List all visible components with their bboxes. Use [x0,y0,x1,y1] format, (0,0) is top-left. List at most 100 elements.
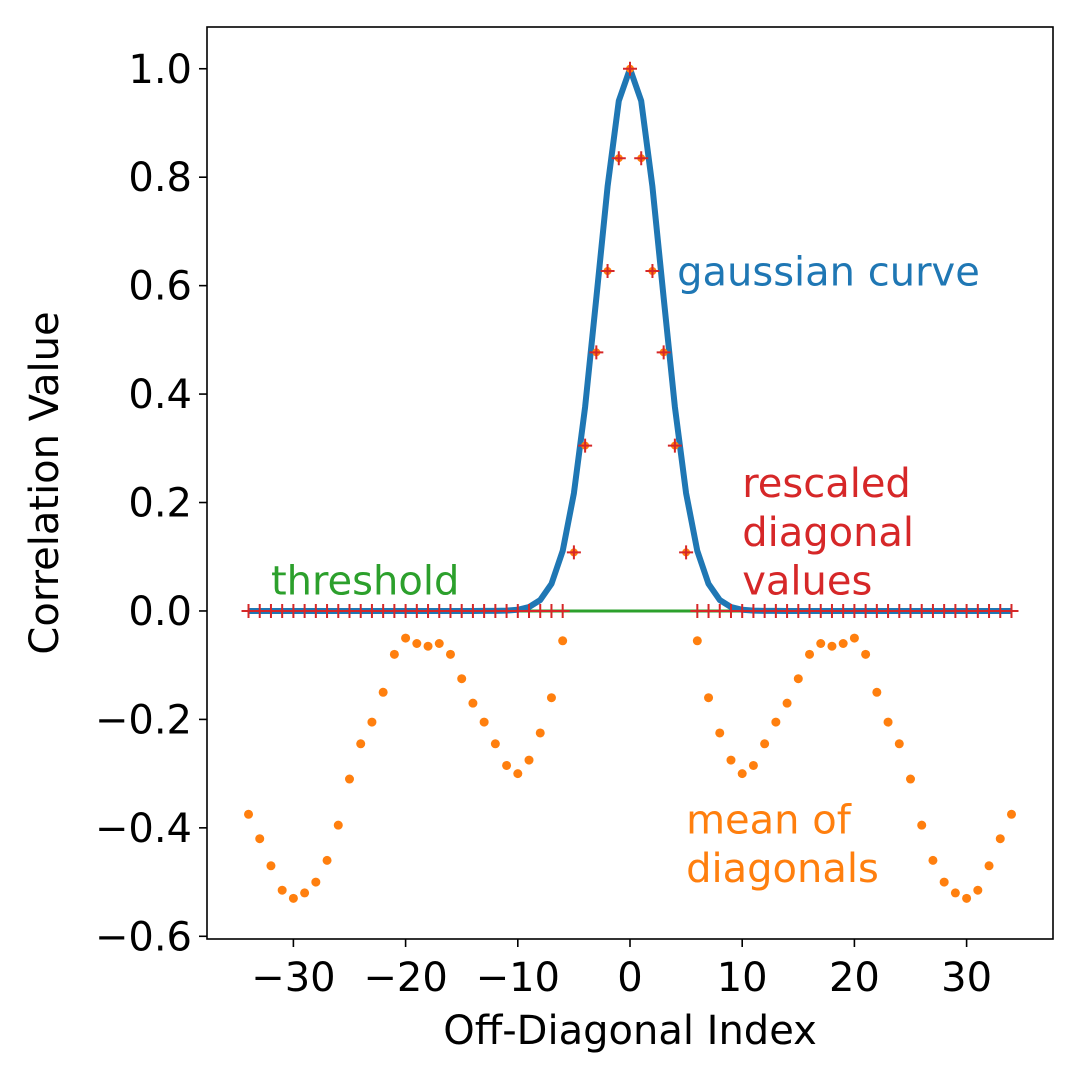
annotation-label: gaussian curve [677,250,980,296]
mean-diagonal-point [816,638,826,648]
x-tick-label: −20 [363,955,447,1001]
mean-diagonal-point [356,739,366,749]
mean-diagonal-point [389,649,399,659]
y-tick-label: 0.2 [128,481,192,527]
mean-diagonal-point [502,760,512,770]
y-tick-label: −0.2 [95,697,192,743]
mean-diagonal-point [524,755,534,765]
mean-diagonal-point [558,636,568,646]
mean-diagonal-point [984,861,994,871]
rescaled-value-marker [656,345,671,360]
mean-diagonal-point [333,820,343,830]
mean-diagonal-point [367,717,377,727]
mean-diagonal-point [445,649,455,659]
mean-diagonal-point [726,755,736,765]
x-axis: −30 −20 −10 0 10 20 30 [251,939,992,1001]
mean-diagonal-point [872,687,882,697]
mean-diagonal-point [434,638,444,648]
mean-diagonal-point [546,693,556,703]
mean-diagonal-point [322,855,332,865]
mean-diagonal-point [535,728,545,738]
mean-diagonal-point [782,698,792,708]
mean-diagonal-point [771,717,781,727]
mean-diagonal-point [288,893,298,903]
rescaled-value-marker [566,545,581,560]
mean-diagonal-point [300,888,310,898]
mean-diagonal-point [928,855,938,865]
mean-diagonal-point [490,739,500,749]
mean-diagonal-point [255,834,265,844]
x-tick-label: 0 [617,955,642,1001]
annotation-label: values [742,559,872,605]
series-layer [241,61,1019,903]
mean-diagonal-point [692,636,702,646]
rescaled-value-marker [1004,603,1019,618]
mean-diagonal-point [760,739,770,749]
mean-diagonal-point [457,674,467,684]
mean-diagonal-point [311,877,321,887]
y-tick-label: 0.4 [128,372,192,418]
mean-diagonal-point [737,769,747,779]
rescaled-value-marker [611,151,626,166]
rescaled-value-marker [589,345,604,360]
mean-diagonal-point [468,698,478,708]
y-tick-label: 0.6 [128,264,192,310]
mean-diagonal-point [344,774,354,784]
mean-diagonal-point [995,834,1005,844]
mean-diagonal-point [962,893,972,903]
rescaled-value-marker [679,545,694,560]
mean-diagonal-point [748,760,758,770]
mean-diagonal-point [827,641,837,651]
rescaled-value-marker [667,438,682,453]
mean-diagonal-point [906,774,916,784]
annotation-label: rescaled [742,461,911,507]
annotation-label: diagonal [742,510,914,556]
y-tick-label: −0.4 [95,806,192,852]
mean-diagonal-point [917,820,927,830]
mean-diagonal-point [973,885,983,895]
rescaled-value-marker [555,603,570,618]
mean-diagonal-point [423,641,433,651]
mean-diagonal-point [244,809,254,819]
mean-diagonal-point [277,885,287,895]
mean-diagonal-point [883,717,893,727]
x-tick-label: 30 [941,955,992,1001]
mean-diagonal-point [793,674,803,684]
mean-diagonal-point [513,769,523,779]
x-tick-label: 10 [717,955,768,1001]
mean-diagonal-point [378,687,388,697]
mean-diagonal-point [950,888,960,898]
rescaled-value-marker [578,438,593,453]
x-axis-label: Off-Diagonal Index [443,1008,817,1054]
y-tick-label: 0.0 [128,589,192,635]
rescaled-value-marker [645,263,660,278]
x-tick-label: −30 [251,955,335,1001]
mean-diagonal-point [715,728,725,738]
mean-diagonal-point [805,649,815,659]
x-tick-label: −10 [476,955,560,1001]
mean-diagonal-point [861,649,871,659]
mean-diagonal-point [401,633,411,643]
y-tick-label: 0.8 [128,155,192,201]
mean-diagonal-point [838,638,848,648]
annotation-label: mean of [686,797,852,843]
annotation-label: diagonals [686,846,879,892]
mean-diagonal-point [412,638,422,648]
plot-area [207,27,1053,939]
x-tick-label: 20 [829,955,880,1001]
mean-diagonal-point [1006,809,1016,819]
rescaled-value-marker [600,263,615,278]
mean-diagonal-point [939,877,949,887]
mean-diagonal-point [894,739,904,749]
mean-diagonal-point [704,693,714,703]
y-axis-label: Correlation Value [22,311,68,654]
y-tick-label: −0.6 [95,914,192,960]
rescaled-value-marker [623,61,637,76]
mean-diagonal-point [479,717,489,727]
rescaled-value-marker [634,151,649,166]
y-axis: −0.6 −0.4 −0.2 0.0 0.2 0.4 0.6 0.8 1.0 [95,47,207,960]
mean-diagonal-point [266,861,276,871]
mean-diagonal-point [849,633,859,643]
